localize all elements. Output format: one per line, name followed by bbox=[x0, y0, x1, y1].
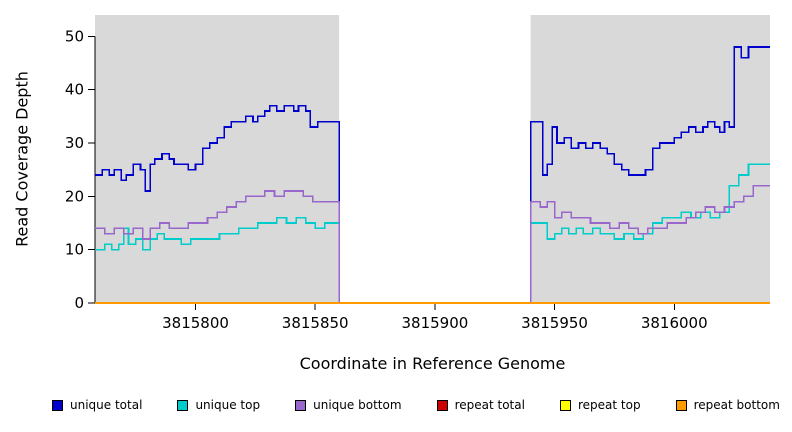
shaded-region-0 bbox=[95, 15, 340, 303]
shaded-region-1 bbox=[530, 15, 770, 303]
coverage-plot-canvas: 3815800 3815850 3815900 3815950 3816000 0 10 20… bbox=[65, 15, 770, 332]
legend-label-repeat-bottom: repeat bottom bbox=[693, 398, 780, 412]
x-tick-label: 3816000 bbox=[641, 314, 708, 332]
legend-label-unique-top: unique top bbox=[195, 398, 261, 412]
legend-item-unique-top: unique top bbox=[177, 398, 260, 412]
x-tick-label: 3815950 bbox=[521, 314, 588, 332]
legend-label-unique-total: unique total bbox=[70, 398, 143, 412]
x-tick-label: 3815900 bbox=[401, 314, 468, 332]
legend-label-repeat-top: repeat top bbox=[577, 398, 641, 412]
legend-label-repeat-total: repeat total bbox=[454, 398, 525, 412]
legend-label-unique-bottom: unique bottom bbox=[313, 398, 402, 412]
legend-swatch-repeat-top bbox=[559, 399, 571, 411]
legend-swatch-repeat-bottom bbox=[675, 399, 687, 411]
legend-swatch-unique-total bbox=[52, 399, 63, 411]
y-tick-label: 30 bbox=[65, 134, 84, 152]
legend-swatch-unique-bottom bbox=[295, 399, 307, 411]
legend-item-repeat-bottom: repeat bottom bbox=[675, 398, 780, 412]
legend-swatch-repeat-total bbox=[436, 399, 448, 411]
legend-item-unique-bottom: unique bottom bbox=[295, 398, 402, 412]
y-tick-label: 0 bbox=[74, 294, 84, 312]
y-tick-label: 10 bbox=[65, 241, 84, 259]
x-axis-title: Coordinate in Reference Genome bbox=[299, 354, 566, 373]
legend: unique total unique top unique bottom repea… bbox=[0, 398, 792, 412]
legend-item-repeat-top: repeat top bbox=[559, 398, 641, 412]
y-axis-title: Read Coverage Depth bbox=[12, 71, 32, 247]
series-unique-total bbox=[95, 46, 770, 304]
y-tick-label: 20 bbox=[65, 187, 84, 205]
x-tick-label: 3815800 bbox=[162, 314, 229, 332]
legend-item-repeat-total: repeat total bbox=[436, 398, 525, 412]
y-tick-label: 40 bbox=[65, 81, 84, 99]
legend-swatch-unique-top bbox=[177, 399, 189, 411]
x-tick-label: 3815850 bbox=[282, 314, 349, 332]
legend-item-unique-total: unique total bbox=[52, 398, 142, 412]
y-tick-label: 50 bbox=[65, 27, 84, 45]
